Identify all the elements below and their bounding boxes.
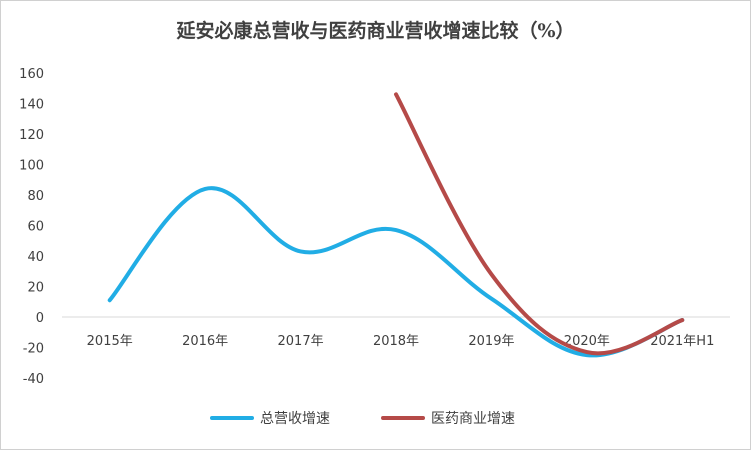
x-tick-label: 2016年 bbox=[182, 334, 228, 349]
y-tick-label: 160 bbox=[19, 67, 44, 82]
x-tick-label: 2018年 bbox=[373, 334, 419, 349]
x-tick-label: 2021年H1 bbox=[650, 334, 714, 349]
y-tick-label: -20 bbox=[23, 342, 44, 357]
data-point bbox=[203, 187, 207, 191]
data-point bbox=[489, 272, 493, 276]
y-tick-label: 40 bbox=[27, 250, 44, 265]
y-tick-label: 0 bbox=[36, 311, 44, 326]
y-tick-label: 80 bbox=[27, 189, 44, 204]
chart-title: 延安必康总营收与医药商业营收增速比较（%） bbox=[176, 20, 575, 42]
data-point bbox=[394, 92, 398, 96]
y-tick-label: 100 bbox=[19, 159, 44, 174]
data-point bbox=[299, 249, 303, 253]
data-point bbox=[108, 298, 112, 302]
legend-label: 医药商业增速 bbox=[431, 411, 515, 427]
y-tick-label: 60 bbox=[27, 220, 44, 235]
x-tick-label: 2019年 bbox=[468, 334, 514, 349]
series-layer bbox=[107, 92, 685, 358]
x-axis: 2015年 2016年 2017年 2018年 2019年 2020年 2021年H1 bbox=[62, 316, 730, 349]
x-tick-label: 2020年 bbox=[564, 334, 610, 349]
data-point bbox=[489, 297, 493, 301]
x-tick-label: 2015年 bbox=[87, 334, 133, 349]
series-line-1 bbox=[107, 186, 685, 358]
y-tick-label: 140 bbox=[19, 98, 44, 113]
data-point bbox=[394, 228, 398, 232]
y-tick-label: 120 bbox=[19, 128, 44, 143]
data-point bbox=[680, 318, 684, 322]
legend: 总营收增速 医药商业增速 bbox=[210, 411, 515, 427]
y-axis: -40 -20 0 20 40 60 80 100 120 140 160 bbox=[19, 67, 44, 387]
y-tick-label: 20 bbox=[27, 281, 44, 296]
y-tick-label: -40 bbox=[23, 372, 44, 387]
x-tick-label: 2017年 bbox=[278, 334, 324, 349]
data-point bbox=[585, 350, 589, 354]
series-line-2 bbox=[394, 92, 685, 356]
legend-label: 总营收增速 bbox=[260, 411, 330, 427]
